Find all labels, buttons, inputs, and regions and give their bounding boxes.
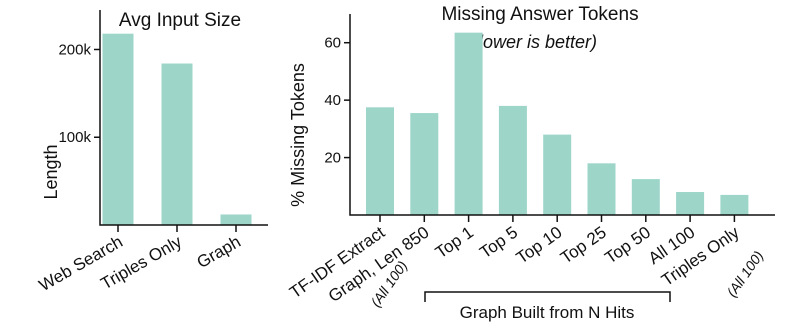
missing-tokens-axes bbox=[349, 14, 775, 216]
bar-1 bbox=[161, 63, 193, 226]
input-size-yticks: 100k 200k bbox=[58, 41, 100, 146]
bar-0 bbox=[102, 33, 134, 225]
missing-tokens-bars bbox=[366, 32, 749, 215]
input-size-ylabel: Length bbox=[41, 144, 61, 199]
triples-annotation: (All 100) bbox=[723, 248, 766, 300]
x-label-2: Graph bbox=[194, 232, 244, 272]
bar-8 bbox=[720, 194, 749, 215]
y-tick-label-1: 40 bbox=[324, 92, 341, 109]
missing-tokens-ylabel: % Missing Tokens bbox=[288, 63, 308, 207]
x-label-6: Top 50 bbox=[601, 223, 654, 268]
y-tick-label-1: 200k bbox=[58, 41, 91, 58]
bar-3 bbox=[498, 105, 527, 215]
input-size-axes bbox=[99, 10, 268, 226]
group-bracket bbox=[424, 291, 671, 302]
bar-6 bbox=[631, 179, 660, 215]
group-label: Graph Built from N Hits bbox=[460, 303, 635, 322]
input-size-bars bbox=[102, 33, 252, 226]
bar-7 bbox=[676, 192, 705, 215]
x-label-5: Top 25 bbox=[557, 223, 610, 268]
input-size-chart: Avg Input Size Length 100k 200k Web Searc… bbox=[36, 10, 268, 295]
y-tick-label-0: 20 bbox=[324, 150, 341, 167]
x-label-2: Top 1 bbox=[432, 223, 477, 262]
missing-tokens-chart: Missing Answer Tokens (lower is better) … bbox=[286, 4, 775, 322]
x-label-4: Top 10 bbox=[513, 223, 566, 268]
missing-tokens-yticks: 20 40 60 bbox=[324, 35, 350, 167]
bar-5 bbox=[587, 163, 616, 215]
bar-2 bbox=[220, 214, 252, 225]
y-tick-label-2: 60 bbox=[324, 35, 341, 52]
missing-tokens-subtitle: (lower is better) bbox=[473, 32, 597, 52]
bar-0 bbox=[366, 107, 394, 215]
bar-4 bbox=[543, 134, 572, 215]
y-tick-label-0: 100k bbox=[58, 129, 91, 146]
input-size-title: Avg Input Size bbox=[119, 10, 241, 31]
missing-tokens-title: Missing Answer Tokens bbox=[441, 4, 638, 25]
bar-2 bbox=[454, 32, 483, 215]
x-label-3: Top 5 bbox=[476, 223, 521, 262]
bar-1 bbox=[410, 113, 439, 215]
